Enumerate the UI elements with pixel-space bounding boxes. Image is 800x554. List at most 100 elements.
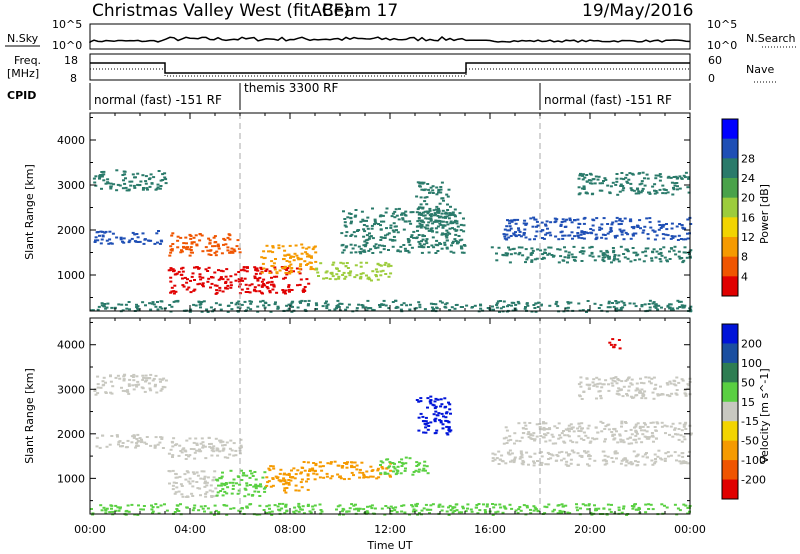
frequency-trace — [90, 62, 690, 74]
power-ytick-label: 1000 — [57, 269, 85, 282]
power-region-4 — [260, 243, 318, 275]
time-tick-label: 08:00 — [274, 523, 306, 536]
time-tick-labels: 00:00 04:00 08:00 12:00 16:00 20:00 00:00 — [74, 523, 706, 536]
power-colorbar-swatch — [722, 197, 738, 218]
power-region-11 — [90, 299, 693, 313]
power-yticks: 1000 2000 3000 4000 — [57, 117, 690, 298]
time-tick-label: 00:00 — [74, 523, 106, 536]
velocity-region-9 — [491, 449, 691, 467]
power-ytick-label: 4000 — [57, 134, 85, 147]
velocity-ytick-label: 4000 — [57, 339, 85, 352]
beam-label: Beam 17 — [322, 1, 398, 21]
power-colorbar-tick: 16 — [741, 211, 755, 224]
nsky-tick-top: 10^5 — [52, 18, 82, 31]
cpid-panel: CPID normal (fast) -151 RF themis 3300 R… — [7, 81, 691, 110]
velocity-region-7 — [379, 456, 430, 476]
power-ylabel: Slant Range [km] — [23, 164, 36, 260]
cpid-mode-3: normal (fast) -151 RF — [544, 93, 672, 107]
velocity-colorbar-label: Velocity [m s^-1] — [758, 368, 771, 463]
power-colorbar-tick: 28 — [741, 152, 755, 165]
nsearch-tick-top: 10^5 — [707, 18, 737, 31]
nsky-trace — [89, 36, 691, 43]
velocity-colorbar-tick: -15 — [741, 415, 759, 428]
velocity-region-12 — [608, 338, 622, 350]
nsky-label: N.Sky — [7, 32, 39, 45]
time-tick-label: 16:00 — [474, 523, 506, 536]
velocity-region-3 — [167, 469, 218, 498]
power-heatmap-panel: Slant Range [km] 1000 2000 3000 4000 — [23, 112, 693, 313]
velocity-colorbar-swatch — [722, 343, 738, 364]
velocity-colorbar-swatch — [722, 440, 738, 461]
velocity-yticks: 1000 2000 3000 4000 — [57, 321, 690, 502]
velocity-xgrid — [89, 318, 691, 514]
power-colorbar-tick: 8 — [741, 251, 748, 264]
velocity-colorbar-tick: 15 — [741, 396, 755, 409]
power-colorbar-swatch — [722, 256, 738, 277]
velocity-region-6 — [302, 460, 393, 481]
velocity-region-2 — [167, 436, 243, 460]
time-tick-label: 04:00 — [174, 523, 206, 536]
power-colorbar-swatch — [722, 138, 738, 159]
cpid-label: CPID — [7, 89, 36, 102]
power-colorbar-swatch — [722, 217, 738, 238]
freq-tick-bottom: 8 — [70, 72, 77, 85]
power-region-9 — [502, 216, 693, 241]
date-label: 19/May/2016 — [582, 1, 694, 21]
velocity-colorbar-tick: -200 — [741, 474, 766, 487]
power-colorbar-tick: 24 — [741, 172, 755, 185]
power-colorbar-swatch — [722, 237, 738, 258]
velocity-colorbar-swatch — [722, 382, 738, 403]
velocity-region-0 — [93, 373, 168, 396]
power-region-2 — [168, 232, 242, 257]
power-region-3 — [167, 266, 311, 295]
velocity-colorbar: 200 100 50 15 -15 -50 -100 -200 — [721, 323, 766, 500]
velocity-ytick-label: 2000 — [57, 428, 85, 441]
power-colorbar-swatch — [722, 158, 738, 179]
nsearch-tick-bottom: 10^0 — [707, 39, 737, 52]
velocity-region-4 — [215, 469, 267, 498]
time-tick-label: 12:00 — [374, 523, 406, 536]
freq-label-1: Freq. — [14, 54, 41, 67]
velocity-colorbar-tick: 100 — [741, 357, 762, 370]
velocity-colorbar-tick: -100 — [741, 454, 766, 467]
velocity-colorbar-swatch — [722, 421, 738, 442]
velocity-heatmap-panel: Slant Range [km] 1000 2000 3000 4000 — [23, 317, 693, 516]
power-regions — [90, 169, 693, 313]
power-colorbar-swatch — [722, 276, 738, 297]
power-colorbar-tick: 4 — [741, 270, 748, 283]
time-axis-label: Time UT — [366, 539, 412, 552]
nave-tick-bottom: 0 — [708, 72, 715, 85]
power-colorbar-tick: 20 — [741, 192, 755, 205]
velocity-colorbar-tick: -50 — [741, 435, 759, 448]
frequency-panel: Freq. [MHz] 18 8 60 0 Nave — [7, 53, 776, 85]
velocity-colorbar-swatch — [722, 460, 738, 481]
nave-tick-top: 60 — [708, 54, 722, 67]
freq-tick-top: 18 — [64, 54, 78, 67]
velocity-region-1 — [95, 433, 165, 449]
time-tick-label: 00:00 — [674, 523, 706, 536]
power-ytick-label: 3000 — [57, 179, 85, 192]
velocity-region-8 — [415, 395, 453, 436]
power-region-1 — [93, 230, 164, 245]
power-xgrid — [89, 113, 691, 311]
nsky-panel: N.Sky 10^5 10^0 10^5 10^0 N.Search — [5, 18, 796, 52]
freq-label-2: [MHz] — [7, 67, 39, 80]
velocity-colorbar-tick: 200 — [741, 337, 762, 350]
power-colorbar-swatch — [722, 119, 738, 140]
power-colorbar-tick: 12 — [741, 231, 755, 244]
power-region-7 — [415, 181, 453, 236]
cpid-mode-1: normal (fast) -151 RF — [94, 93, 222, 107]
velocity-colorbar-tick: 50 — [741, 376, 755, 389]
power-colorbar-swatch — [722, 178, 738, 199]
power-region-8 — [490, 245, 693, 264]
power-region-0 — [92, 169, 168, 192]
velocity-region-5 — [265, 465, 310, 494]
cpid-mode-2: themis 3300 RF — [244, 81, 338, 95]
velocity-ytick-label: 1000 — [57, 472, 85, 485]
power-region-10 — [577, 171, 691, 196]
time-tick-label: 20:00 — [574, 523, 606, 536]
velocity-colorbar-swatch — [722, 324, 738, 344]
power-colorbar: 4 8 12 16 20 24 28 — [721, 118, 755, 297]
velocity-region-10 — [502, 420, 693, 445]
